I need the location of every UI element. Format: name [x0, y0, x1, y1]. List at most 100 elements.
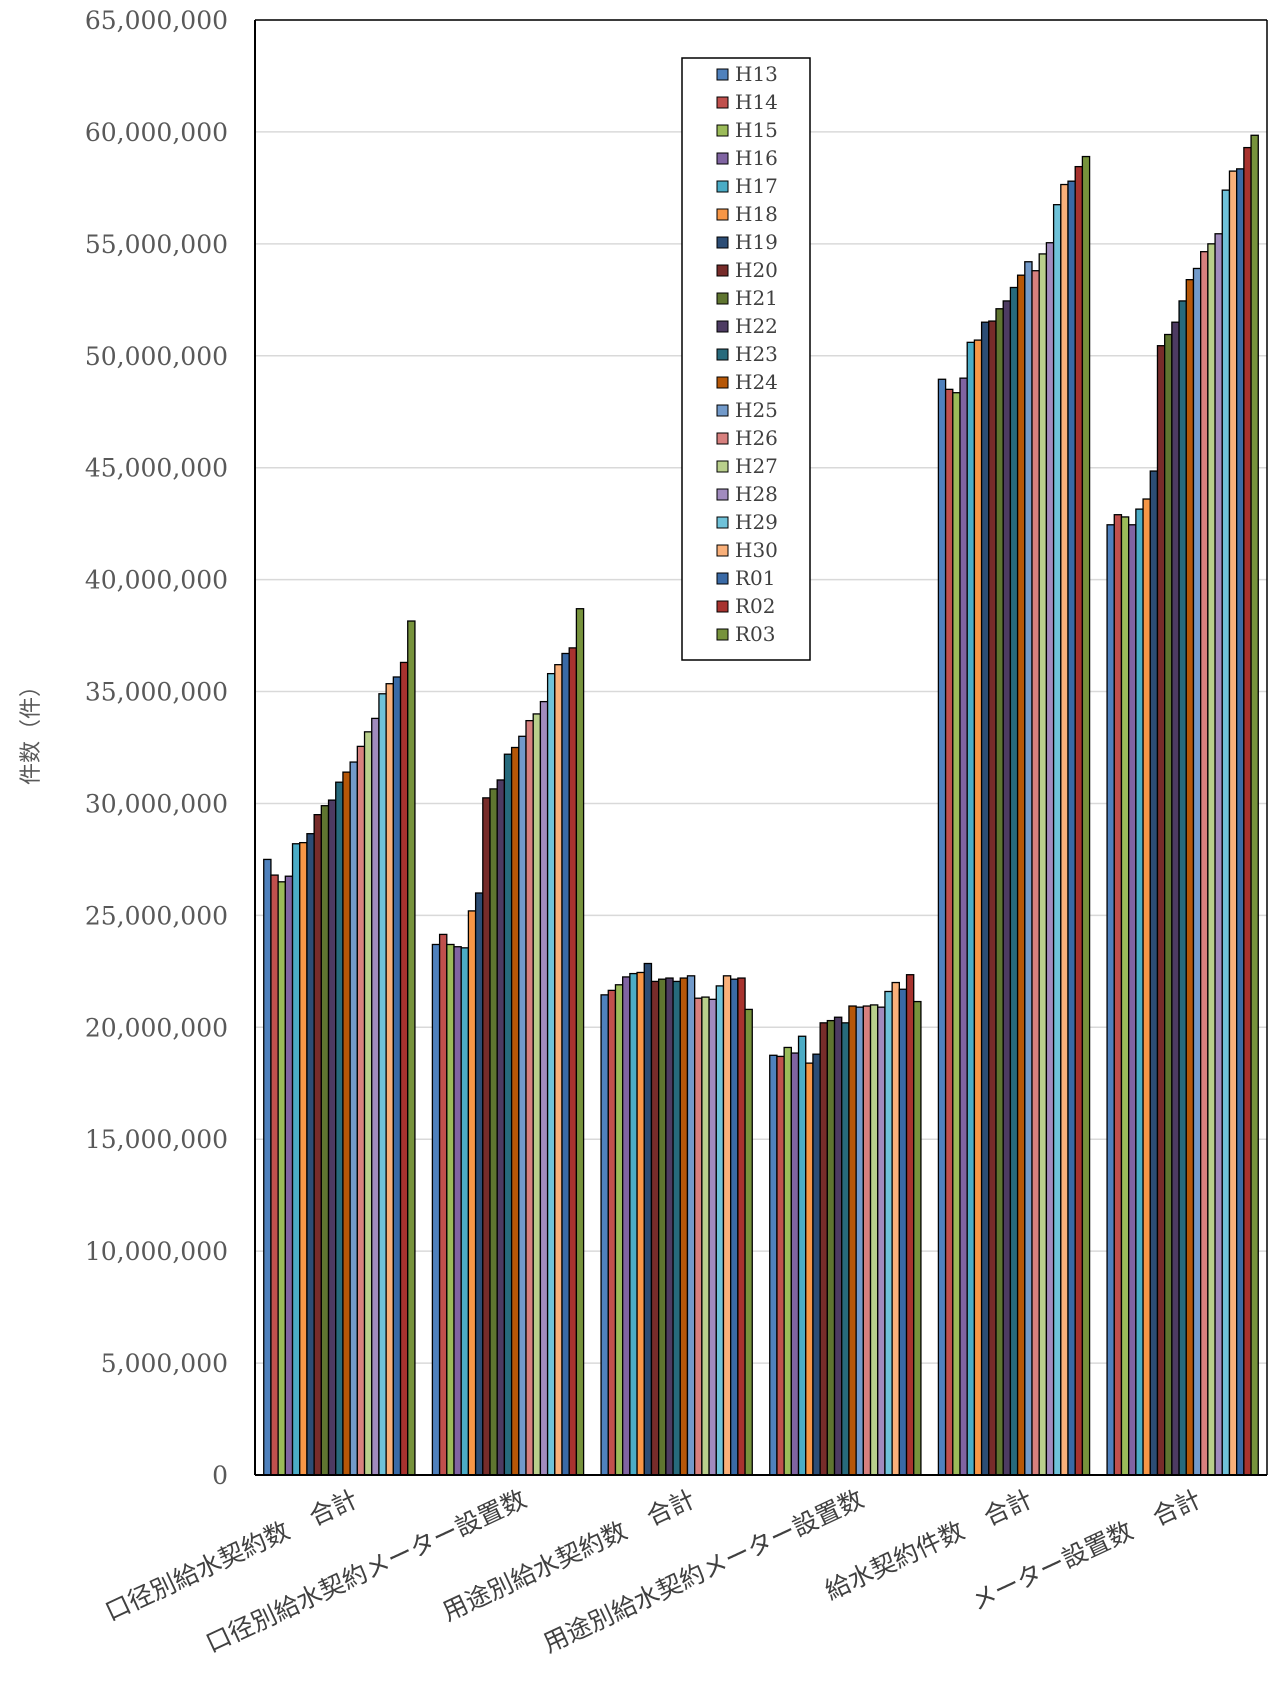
legend-swatch [716, 124, 729, 137]
bar [607, 989, 617, 1476]
bar [1135, 508, 1144, 1476]
bar [467, 910, 477, 1476]
y-tick-label: 0 [212, 1461, 228, 1490]
bar [988, 320, 997, 1476]
legend-swatch [716, 376, 729, 389]
bar [913, 1000, 922, 1476]
y-tick-label: 60,000,000 [85, 118, 228, 147]
legend-box [681, 57, 811, 661]
bar [539, 700, 549, 1476]
bar [1250, 134, 1259, 1476]
bar [503, 753, 513, 1476]
bar [643, 962, 653, 1476]
bar [826, 1019, 836, 1476]
bar [833, 1016, 843, 1476]
bar [525, 719, 534, 1476]
bar [730, 978, 739, 1476]
bar [905, 974, 915, 1476]
bar [320, 805, 330, 1476]
bar [715, 985, 725, 1476]
y-tick-label: 45,000,000 [85, 454, 228, 483]
bar [306, 833, 315, 1476]
bar [722, 975, 732, 1476]
legend-label: H30 [735, 538, 778, 562]
bar [819, 1022, 828, 1476]
legend-label: H20 [735, 258, 778, 282]
legend-swatch [716, 208, 729, 221]
bar [812, 1053, 821, 1476]
bar [1156, 345, 1166, 1476]
bar [510, 746, 520, 1476]
bar [371, 717, 380, 1476]
legend-swatch [716, 180, 729, 193]
bar [1149, 470, 1159, 1476]
bar [1178, 300, 1187, 1476]
bar [966, 341, 976, 1476]
bar [959, 377, 968, 1476]
legend-label: H24 [735, 370, 778, 394]
bar [629, 972, 638, 1476]
bar [342, 771, 351, 1476]
bar [737, 977, 746, 1476]
bar [944, 388, 954, 1476]
legend-swatch [716, 264, 729, 277]
y-axis-label: 件数（件） [19, 675, 44, 785]
bar [431, 943, 441, 1476]
bar [600, 994, 609, 1476]
legend-label: R03 [735, 622, 776, 646]
bar [898, 988, 908, 1476]
y-tick-label: 25,000,000 [85, 901, 228, 930]
legend-swatch [716, 544, 729, 557]
bar [769, 1054, 778, 1476]
bar [263, 858, 272, 1476]
bar [650, 980, 660, 1476]
bar [1045, 242, 1055, 1476]
bar [952, 392, 961, 1476]
y-tick-label: 5,000,000 [101, 1349, 228, 1378]
bar [862, 1005, 872, 1476]
y-tick-label: 35,000,000 [85, 678, 228, 707]
bar [855, 1006, 864, 1476]
bar [937, 378, 947, 1476]
legend-swatch [716, 460, 729, 473]
bar [270, 874, 279, 1476]
legend-swatch [716, 516, 729, 529]
bar [561, 652, 570, 1476]
legend-swatch [716, 572, 729, 585]
bar [1074, 165, 1084, 1476]
bar [1067, 180, 1076, 1476]
bar [1052, 204, 1062, 1476]
legend-label: H22 [735, 314, 778, 338]
bar [291, 843, 301, 1476]
bar [1214, 233, 1223, 1476]
bar [1016, 274, 1026, 1476]
y-tick-label: 20,000,000 [85, 1013, 228, 1042]
bar [1185, 279, 1195, 1476]
bar [554, 664, 563, 1476]
bar [568, 647, 578, 1476]
bar [1207, 243, 1216, 1476]
bar [790, 1052, 800, 1476]
bar [1171, 321, 1180, 1476]
bar [327, 799, 337, 1476]
bar [385, 683, 394, 1476]
legend-swatch [716, 628, 729, 641]
legend-swatch [716, 68, 729, 81]
legend-swatch [716, 96, 729, 109]
bar [744, 1008, 753, 1476]
legend-swatch [716, 600, 729, 613]
bar [378, 693, 387, 1476]
bar [973, 339, 983, 1476]
bar [1228, 170, 1238, 1476]
bar [1243, 146, 1252, 1476]
bar [1128, 524, 1137, 1476]
bar [356, 745, 366, 1476]
bar [686, 975, 696, 1476]
bar [446, 943, 455, 1476]
bar [1009, 286, 1019, 1476]
bar [679, 977, 689, 1476]
legend-label: H28 [735, 482, 778, 506]
bar [489, 788, 498, 1476]
bar [532, 713, 542, 1476]
